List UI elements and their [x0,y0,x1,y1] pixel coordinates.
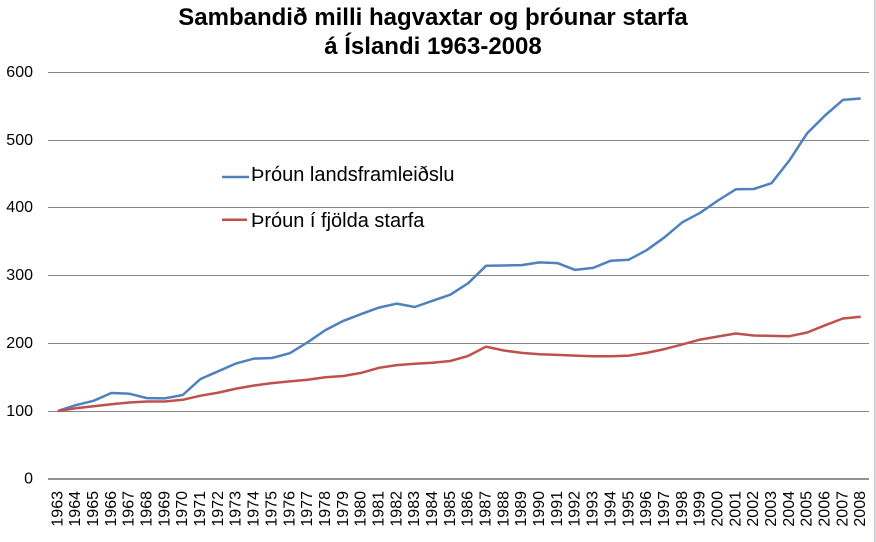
svg-text:1979: 1979 [335,491,352,527]
svg-text:1991: 1991 [549,491,566,527]
svg-text:1984: 1984 [424,491,441,527]
svg-text:1969: 1969 [156,491,173,527]
svg-text:2006: 2006 [817,491,834,527]
svg-text:300: 300 [6,267,33,284]
svg-text:á Íslandi 1963-2008: á Íslandi 1963-2008 [324,32,541,60]
svg-text:200: 200 [6,335,33,352]
svg-text:1977: 1977 [299,491,316,527]
svg-text:2007: 2007 [834,491,851,527]
svg-text:1996: 1996 [638,491,655,527]
svg-text:1980: 1980 [353,491,370,527]
svg-text:2001: 2001 [727,491,744,527]
svg-text:1993: 1993 [585,491,602,527]
svg-text:1985: 1985 [442,491,459,527]
svg-text:2004: 2004 [781,491,798,527]
svg-text:1978: 1978 [317,491,334,527]
svg-text:2002: 2002 [745,491,762,527]
svg-text:1988: 1988 [495,491,512,527]
svg-text:Þróun í fjölda starfa: Þróun í fjölda starfa [251,210,425,232]
svg-text:1964: 1964 [67,491,84,527]
svg-text:1999: 1999 [692,491,709,527]
svg-text:Sambandið milli hagvaxtar og þ: Sambandið milli hagvaxtar og þróunar sta… [178,4,688,31]
svg-text:1994: 1994 [602,491,619,527]
svg-text:1997: 1997 [656,491,673,527]
svg-text:2003: 2003 [763,491,780,527]
svg-text:1989: 1989 [513,491,530,527]
svg-text:100: 100 [6,403,33,420]
svg-text:1990: 1990 [531,491,548,527]
svg-text:1971: 1971 [192,491,209,527]
svg-text:2008: 2008 [852,491,869,527]
svg-text:1965: 1965 [85,491,102,527]
svg-text:1986: 1986 [460,491,477,527]
svg-text:0: 0 [24,470,33,487]
svg-text:1974: 1974 [246,491,263,527]
svg-text:1981: 1981 [371,491,388,527]
svg-text:2000: 2000 [710,491,727,527]
svg-text:1982: 1982 [388,491,405,527]
svg-text:1970: 1970 [174,491,191,527]
svg-text:1998: 1998 [674,491,691,527]
svg-text:500: 500 [6,132,33,149]
svg-text:1983: 1983 [406,491,423,527]
svg-text:2005: 2005 [799,491,816,527]
svg-text:1995: 1995 [620,491,637,527]
svg-text:1972: 1972 [210,491,227,527]
svg-text:1992: 1992 [567,491,584,527]
svg-text:Þróun landsframleiðslu: Þróun landsframleiðslu [251,164,454,186]
svg-text:1966: 1966 [103,491,120,527]
svg-text:1975: 1975 [263,491,280,527]
svg-text:1967: 1967 [121,491,138,527]
svg-text:1968: 1968 [139,491,156,527]
svg-text:1973: 1973 [228,491,245,527]
svg-text:1987: 1987 [478,491,495,527]
svg-text:400: 400 [6,199,33,216]
svg-text:1976: 1976 [281,491,298,527]
svg-text:1963: 1963 [49,491,66,527]
svg-text:600: 600 [6,64,33,81]
